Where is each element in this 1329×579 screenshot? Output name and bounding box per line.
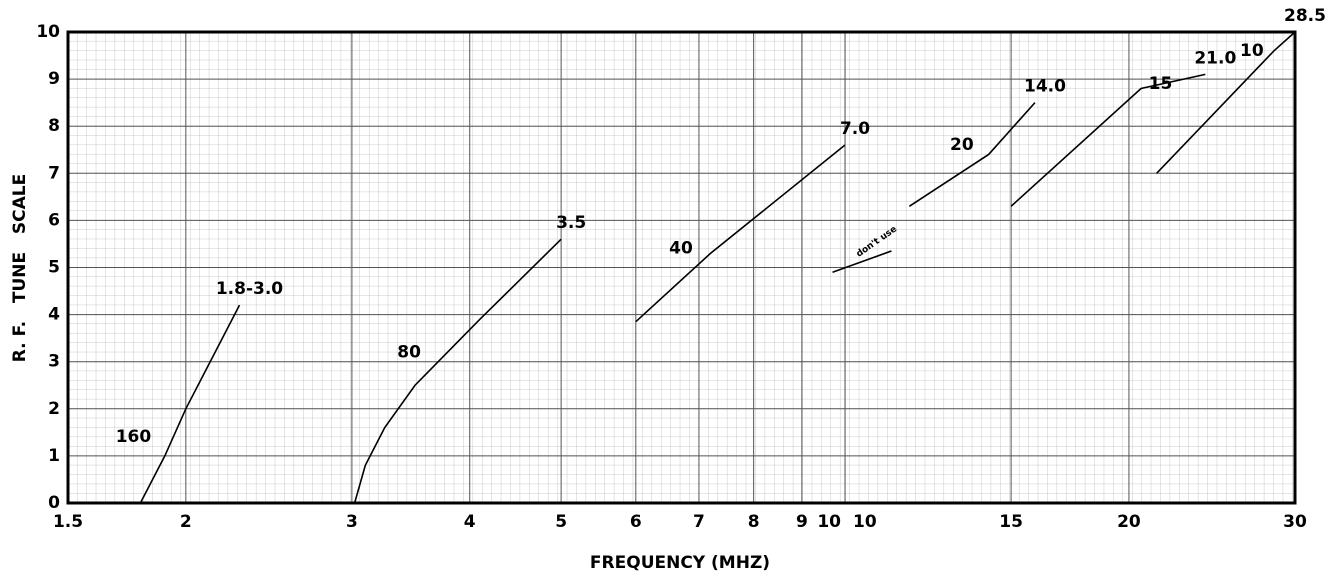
x-axis-title: FREQUENCY (MHZ) xyxy=(590,553,770,573)
curve xyxy=(1010,73,1206,207)
band-label: 15 xyxy=(1149,74,1173,94)
y-tick-label: 3 xyxy=(48,352,60,372)
x-tick-label: 20 xyxy=(1117,512,1141,532)
curve-label: 7.0 xyxy=(840,119,870,139)
y-tick-label: 4 xyxy=(48,305,60,325)
x-tick-label: 10 xyxy=(817,512,841,532)
x-tick-label: 5 xyxy=(555,512,567,532)
curve xyxy=(832,102,1036,273)
band-label: 10 xyxy=(1240,41,1264,61)
y-axis-title: R. F. TUNE SCALE xyxy=(10,174,30,362)
y-tick-label: 1 xyxy=(48,446,60,466)
x-tick-label: 15 xyxy=(999,512,1023,532)
band-label: 80 xyxy=(397,342,421,362)
plot-frame xyxy=(66,30,1297,505)
x-tick-label: 10 xyxy=(853,512,877,532)
y-tick-label: 0 xyxy=(48,493,60,513)
y-tick-label: 8 xyxy=(48,116,60,136)
curve xyxy=(139,304,241,504)
x-tick-label: 9 xyxy=(796,512,808,532)
curve xyxy=(353,238,562,504)
y-tick-label: 2 xyxy=(48,399,60,419)
x-tick-label: 1.5 xyxy=(53,512,83,532)
curve xyxy=(635,144,846,323)
band-label: 20 xyxy=(950,135,974,155)
y-tick-label: 9 xyxy=(48,69,60,89)
x-tick-label: 2 xyxy=(180,512,192,532)
y-tick-label: 5 xyxy=(48,258,60,278)
x-tick-label: 4 xyxy=(464,512,476,532)
curve-label: 3.5 xyxy=(556,213,586,233)
x-tick-label: 8 xyxy=(748,512,760,532)
curve-label: 21.0 xyxy=(1194,48,1236,68)
x-tick-label: 30 xyxy=(1283,512,1307,532)
curve xyxy=(1156,31,1296,174)
x-tick-label: 6 xyxy=(630,512,642,532)
y-tick-label: 7 xyxy=(48,163,60,183)
band-label: 160 xyxy=(116,427,152,447)
band-label: 40 xyxy=(669,239,693,259)
curve-label: 28.5 xyxy=(1284,6,1326,26)
x-tick-label: 7 xyxy=(693,512,705,532)
curve-label: 1.8-3.0 xyxy=(216,279,283,299)
y-tick-label: 6 xyxy=(48,210,60,230)
y-tick-label: 10 xyxy=(36,22,60,42)
curve-label: 14.0 xyxy=(1024,77,1066,97)
x-tick-label: 3 xyxy=(346,512,358,532)
